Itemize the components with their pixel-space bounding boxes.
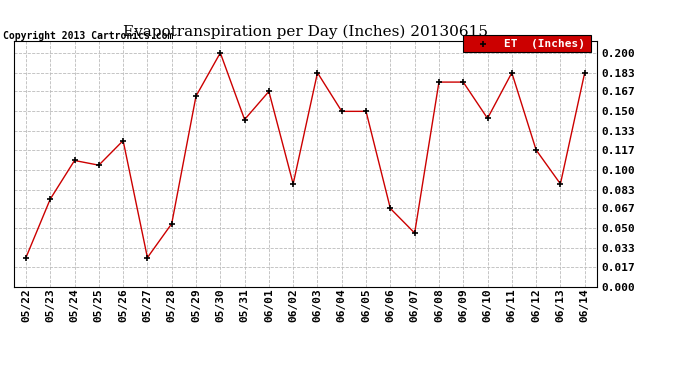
Text: ET  (Inches): ET (Inches) — [504, 39, 584, 49]
Text: Copyright 2013 Cartronics.com: Copyright 2013 Cartronics.com — [3, 32, 174, 41]
Title: Evapotranspiration per Day (Inches) 20130615: Evapotranspiration per Day (Inches) 2013… — [123, 24, 488, 39]
Bar — [463, 35, 591, 52]
